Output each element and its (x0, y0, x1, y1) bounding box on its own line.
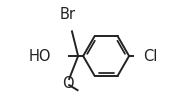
Text: O: O (62, 76, 74, 91)
Text: Cl: Cl (143, 48, 157, 64)
Text: Br: Br (60, 7, 76, 22)
Text: HO: HO (29, 48, 51, 64)
